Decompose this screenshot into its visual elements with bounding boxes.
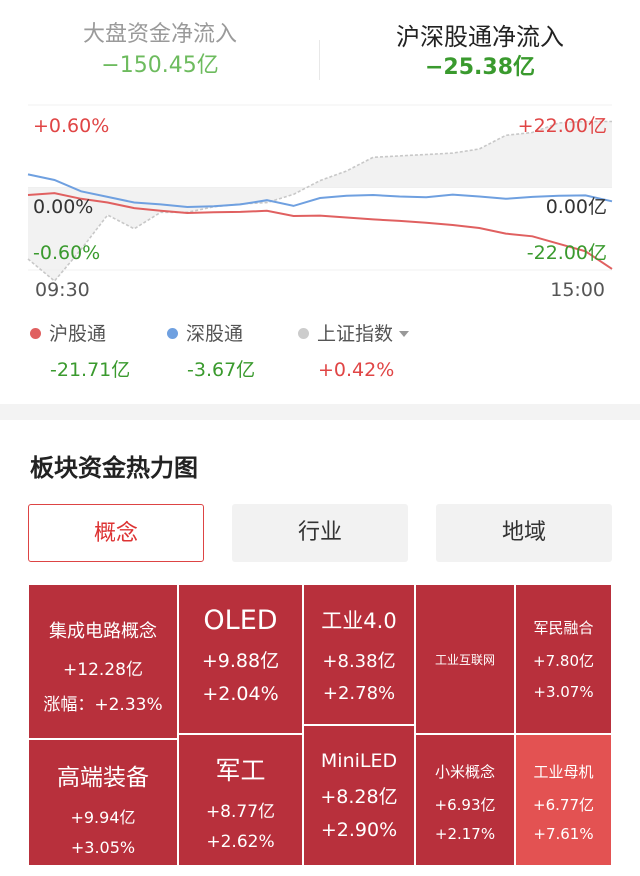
cell-name: 工业4.0 [321,609,397,633]
y-right-mid-label: 0.00亿 [545,196,607,218]
cell-change: +2.78% [322,683,396,704]
cell-change: +2.62% [206,832,275,852]
cell-name: 集成电路概念 [49,621,157,642]
index-area [28,121,612,281]
cell-inflow: +7.80亿 [533,652,594,670]
legend-label: 上证指数 [317,323,394,345]
heatmap-cell[interactable]: 工业4.0 +8.38亿 +2.78% [303,584,415,725]
cell-inflow: +9.88亿 [201,650,280,672]
cell-inflow: +6.93亿 [434,796,496,814]
heatmap-cell[interactable]: 工业互联网 [415,584,515,734]
chart-canvas [27,104,613,283]
cell-name: 军民融合 [533,619,594,637]
tab-northbound-net-inflow[interactable]: 沪深股通净流入 −25.38亿 [340,22,620,82]
legend-item-index[interactable]: 上证指数 +0.42% [298,320,410,384]
cell-inflow: +9.94亿 [70,808,136,827]
legend-label: 沪股通 [49,323,107,345]
series-line-sgt [27,173,613,209]
x-start-label: 09:30 [35,279,90,301]
legend-item-sgt[interactable]: 深股通 -3.67亿 [167,320,255,384]
chevron-down-icon[interactable] [399,331,410,337]
cell-name: 小米概念 [434,763,495,781]
legend-dot [30,328,41,339]
cell-name: MiniLED [320,750,398,772]
tab-value: −150.45亿 [101,53,219,78]
flow-tabs: 大盘资金净流入 −150.45亿 沪深股通净流入 −25.38亿 [0,0,640,92]
y-right-bottom-label: -22.00亿 [526,242,607,264]
legend-item-hgt[interactable]: 沪股通 -21.71亿 [30,320,130,384]
tab-title: 大盘资金净流入 [82,22,237,47]
segment-region[interactable]: 地域 [436,504,612,562]
heatmap-cell[interactable]: OLED +9.88亿 +2.04% [178,584,303,734]
tab-title: 沪深股通净流入 [396,23,564,51]
cell-change: +3.05% [70,838,136,857]
cell-inflow: +8.38亿 [322,651,396,672]
cell-inflow: +12.28亿 [63,660,143,680]
cell-name: 工业母机 [533,763,594,781]
series-line-index [27,120,612,283]
heatmap-cell[interactable]: 军民融合 +7.80亿 +3.07% [515,584,612,734]
legend-dot [298,328,309,339]
x-end-label: 15:00 [550,279,605,301]
tab-value: −25.38亿 [424,55,536,80]
cell-change: 涨幅：+2.33% [43,695,163,715]
heatmap-cell[interactable]: 军工 +8.77亿 +2.62% [178,734,303,866]
heatmap-cell[interactable]: 集成电路概念 +12.28亿 涨幅：+2.33% [28,584,178,739]
flow-line-chart[interactable]: +0.60% 0.00% -0.60% +22.00亿 0.00亿 -22.00… [0,95,640,310]
legend-label: 深股通 [186,323,244,345]
cell-change: +2.17% [434,825,496,843]
cell-inflow: +8.28亿 [320,786,398,808]
y-left-mid-label: 0.00% [33,196,94,218]
heatmap-cell[interactable]: 高端装备 +9.94亿 +3.05% [28,739,178,866]
section-title: 板块资金热力图 [30,454,198,482]
segment-industry[interactable]: 行业 [232,504,408,562]
y-left-top-label: +0.60% [33,115,110,137]
cell-change: +7.61% [533,825,594,843]
tab-market-net-inflow[interactable]: 大盘资金净流入 −150.45亿 [40,20,280,80]
cell-inflow: +8.77亿 [205,802,276,822]
heatmap-cell[interactable]: 小米概念 +6.93亿 +2.17% [415,734,515,866]
series-line-hgt [27,192,613,270]
cell-name: 高端装备 [57,765,149,791]
cell-change: +3.07% [533,683,594,701]
cell-name: OLED [203,605,278,636]
y-right-top-label: +22.00亿 [517,115,607,137]
legend-value: -3.67亿 [187,359,256,381]
heatmap-cell[interactable]: 工业母机 +6.77亿 +7.61% [515,734,612,866]
cell-name: 工业互联网 [434,653,495,667]
segment-concept[interactable]: 概念 [28,504,204,562]
cell-change: +2.04% [202,683,279,705]
cell-name: 军工 [215,756,266,785]
chart-legend: 沪股通 -21.71亿 深股通 -3.67亿 上证指数 +0.42% [0,320,640,390]
legend-value: -21.71亿 [50,359,131,381]
divider [319,40,320,80]
legend-value: +0.42% [318,359,395,381]
sector-heatmap: 集成电路概念 +12.28亿 涨幅：+2.33% OLED +9.88亿 +2.… [28,584,612,866]
cell-inflow: +6.77亿 [533,796,594,814]
legend-dot [167,328,178,339]
y-left-bottom-label: -0.60% [33,242,101,264]
heatmap-cell[interactable]: MiniLED +8.28亿 +2.90% [303,725,415,866]
cell-change: +2.90% [320,819,398,841]
section-divider [0,404,640,420]
